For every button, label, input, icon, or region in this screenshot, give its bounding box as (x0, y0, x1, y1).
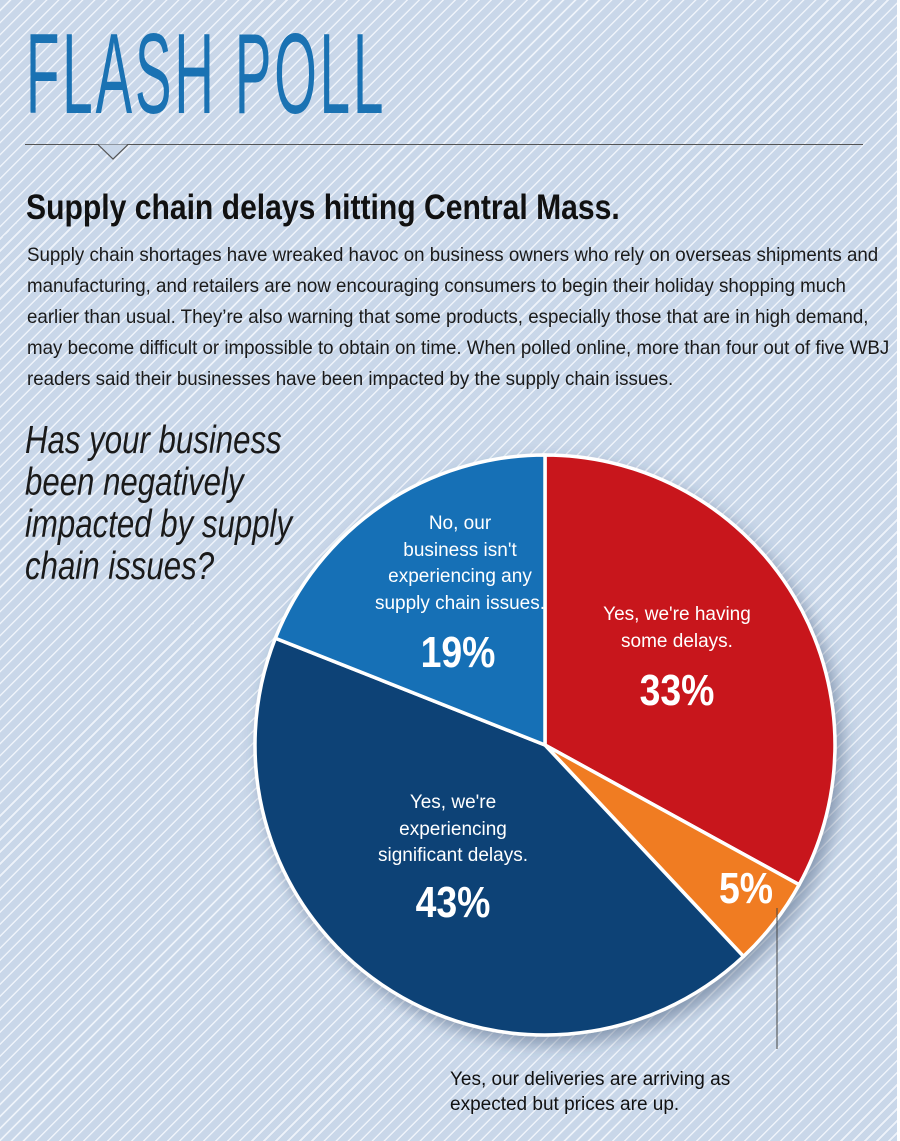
poll-question: Has your business been negatively impact… (25, 420, 292, 588)
pointer-notch (98, 144, 129, 160)
divider (25, 144, 863, 145)
slice-label-no: No, our business isn't experiencing any sup… (374, 513, 546, 614)
pie-slice-2 (253, 636, 746, 1037)
slice-label-some-delays: Yes, we're having some delays. (603, 604, 751, 652)
pie-slice-0 (543, 453, 837, 887)
value-label-no: 19% (420, 628, 496, 677)
headline: Supply chain delays hitting Central Mass… (26, 188, 620, 227)
slice-label-significant-delays: Yes, we're experiencing significant delays… (378, 792, 528, 866)
question-line: been negatively (25, 461, 244, 504)
value-label-some-delays: 33% (639, 666, 715, 715)
question-line: impacted by supply (25, 503, 293, 546)
question-line: chain issues? (25, 545, 215, 588)
intro-paragraph: Supply chain shortages have wreaked havo… (27, 244, 890, 390)
flash-poll-title: FLASH POLL (26, 11, 387, 138)
value-label-significant-delays: 43% (415, 878, 491, 927)
slice-label-prices-up: Yes, our deliveries are arriving as expec… (450, 1069, 731, 1115)
pie-slice-3 (273, 453, 547, 747)
question-line: Has your business (25, 419, 282, 462)
value-label-prices-up: 5% (718, 864, 774, 913)
border (897, 0, 900, 1141)
